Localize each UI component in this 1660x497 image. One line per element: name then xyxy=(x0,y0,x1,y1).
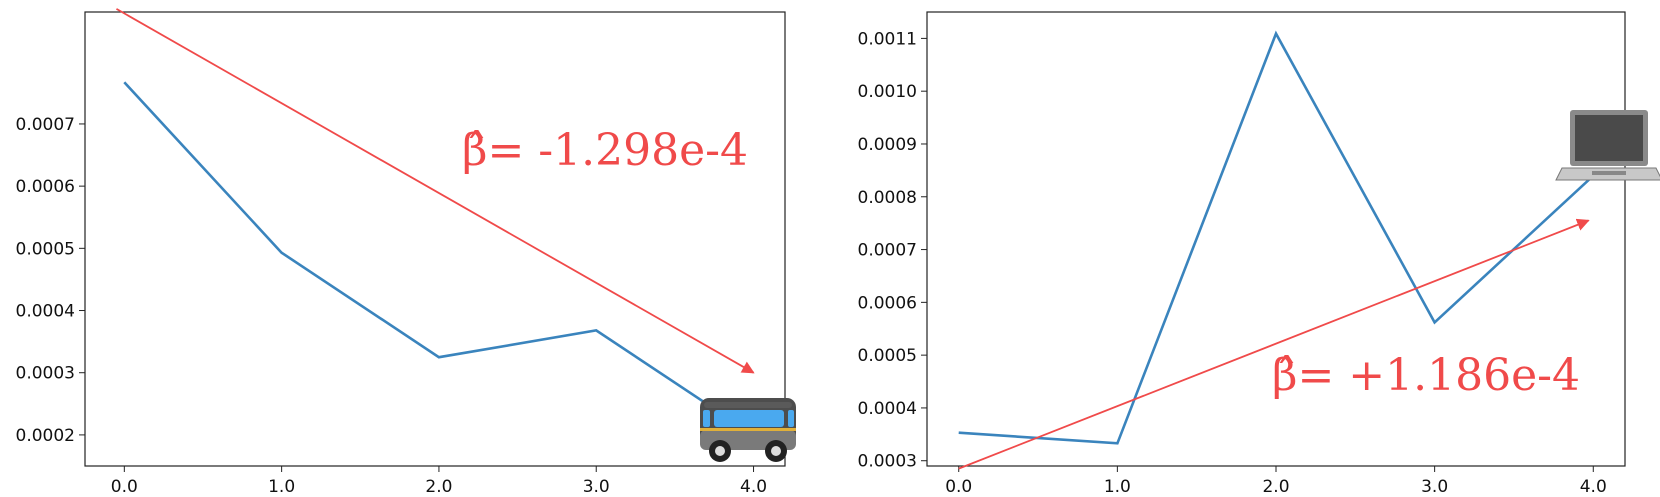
x-axis-ticks: 0.0 1.0 2.0 3.0 4.0 xyxy=(111,466,767,497)
y-tick-label: 0.0003 xyxy=(858,452,917,472)
x-tick-label: 0.0 xyxy=(111,477,138,497)
x-tick-label: 2.0 xyxy=(1262,477,1289,497)
laptop-icon xyxy=(1555,110,1660,181)
x-tick-label: 1.0 xyxy=(268,477,295,497)
slope-annotation: β̂= -1.298e-4 xyxy=(462,125,748,176)
bus-icon xyxy=(700,398,796,462)
x-tick-label: 0.0 xyxy=(945,477,972,497)
y-tick-label: 0.0007 xyxy=(16,115,75,135)
y-tick-label: 0.0002 xyxy=(16,426,75,446)
x-tick-label: 1.0 xyxy=(1104,477,1131,497)
y-tick-label: 0.0011 xyxy=(858,29,917,49)
y-tick-label: 0.0006 xyxy=(16,177,75,197)
y-tick-label: 0.0004 xyxy=(16,302,75,322)
y-tick-label: 0.0008 xyxy=(858,188,917,208)
slope-annotation: β̂= +1.186e-4 xyxy=(1272,350,1580,401)
series-line xyxy=(123,81,755,436)
series-line xyxy=(958,30,1595,445)
chart-right: 0.0 1.0 2.0 3.0 4.0 0.0003 0.0004 0.0005 0.0006… xyxy=(858,11,1660,497)
y-tick-label: 0.0005 xyxy=(858,346,917,366)
y-axis-ticks: 0.0003 0.0004 0.0005 0.0006 0.0007 0.0008 0.00… xyxy=(858,29,927,472)
x-axis-ticks: 0.0 1.0 2.0 3.0 4.0 xyxy=(945,466,1607,497)
y-tick-label: 0.0010 xyxy=(858,82,917,102)
y-tick-label: 0.0003 xyxy=(16,364,75,384)
x-tick-label: 3.0 xyxy=(583,477,610,497)
trend-arrow xyxy=(958,218,1590,470)
axes-frame xyxy=(84,11,786,467)
y-axis-ticks: 0.0002 0.0003 0.0004 0.0005 0.0006 0.0007 xyxy=(16,115,85,446)
x-tick-label: 4.0 xyxy=(740,477,767,497)
y-tick-label: 0.0004 xyxy=(858,399,917,419)
x-tick-label: 4.0 xyxy=(1580,477,1607,497)
x-tick-label: 2.0 xyxy=(425,477,452,497)
trend-arrow xyxy=(116,8,755,374)
y-tick-label: 0.0006 xyxy=(858,293,917,313)
x-tick-label: 3.0 xyxy=(1421,477,1448,497)
y-tick-label: 0.0007 xyxy=(858,241,917,261)
chart-left: 0.0 1.0 2.0 3.0 4.0 0.0002 0.0003 0.0004 0.0005… xyxy=(16,8,796,497)
y-tick-label: 0.0009 xyxy=(858,135,917,155)
y-tick-label: 0.0005 xyxy=(16,239,75,259)
